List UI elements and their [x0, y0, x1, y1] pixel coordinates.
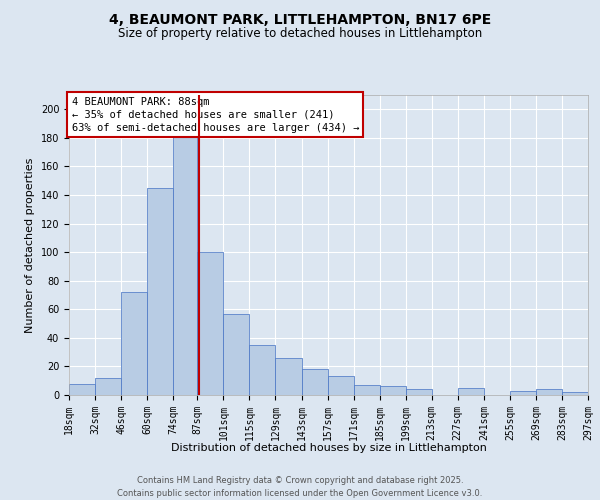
Bar: [197, 252, 223, 395]
Bar: [406, 390, 432, 395]
Bar: [302, 370, 328, 395]
Bar: [353, 385, 380, 395]
Text: 4, BEAUMONT PARK, LITTLEHAMPTON, BN17 6PE: 4, BEAUMONT PARK, LITTLEHAMPTON, BN17 6P…: [109, 12, 491, 26]
Bar: [147, 188, 173, 395]
Bar: [95, 378, 121, 395]
Bar: [380, 386, 406, 395]
Bar: [458, 388, 484, 395]
X-axis label: Distribution of detached houses by size in Littlehampton: Distribution of detached houses by size …: [170, 443, 487, 453]
Text: 4 BEAUMONT PARK: 88sqm
← 35% of detached houses are smaller (241)
63% of semi-de: 4 BEAUMONT PARK: 88sqm ← 35% of detached…: [71, 96, 359, 133]
Bar: [275, 358, 302, 395]
Bar: [121, 292, 147, 395]
Text: Contains HM Land Registry data © Crown copyright and database right 2025.
Contai: Contains HM Land Registry data © Crown c…: [118, 476, 482, 498]
Bar: [328, 376, 353, 395]
Bar: [250, 345, 275, 395]
Bar: [562, 392, 588, 395]
Bar: [536, 390, 562, 395]
Y-axis label: Number of detached properties: Number of detached properties: [25, 158, 35, 332]
Bar: [69, 384, 95, 395]
Text: Size of property relative to detached houses in Littlehampton: Size of property relative to detached ho…: [118, 28, 482, 40]
Bar: [510, 390, 536, 395]
Bar: [173, 124, 197, 395]
Bar: [223, 314, 250, 395]
